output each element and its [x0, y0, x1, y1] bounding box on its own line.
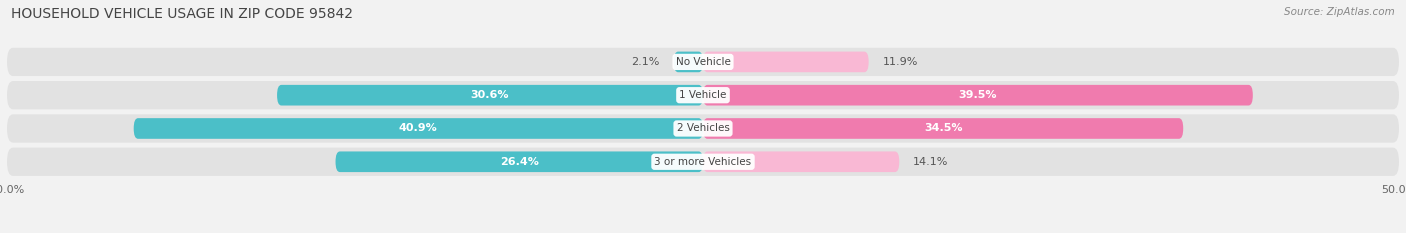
FancyBboxPatch shape [703, 85, 1253, 106]
Text: 30.6%: 30.6% [471, 90, 509, 100]
Text: HOUSEHOLD VEHICLE USAGE IN ZIP CODE 95842: HOUSEHOLD VEHICLE USAGE IN ZIP CODE 9584… [11, 7, 353, 21]
Text: 2.1%: 2.1% [631, 57, 659, 67]
FancyBboxPatch shape [673, 51, 703, 72]
FancyBboxPatch shape [277, 85, 703, 106]
FancyBboxPatch shape [703, 118, 1184, 139]
Text: 1 Vehicle: 1 Vehicle [679, 90, 727, 100]
FancyBboxPatch shape [336, 151, 703, 172]
Text: 14.1%: 14.1% [912, 157, 949, 167]
Text: No Vehicle: No Vehicle [675, 57, 731, 67]
FancyBboxPatch shape [7, 81, 1399, 109]
FancyBboxPatch shape [134, 118, 703, 139]
Text: Source: ZipAtlas.com: Source: ZipAtlas.com [1284, 7, 1395, 17]
FancyBboxPatch shape [7, 48, 1399, 76]
Text: 26.4%: 26.4% [499, 157, 538, 167]
Text: 39.5%: 39.5% [959, 90, 997, 100]
Text: 34.5%: 34.5% [924, 123, 962, 134]
Text: 11.9%: 11.9% [883, 57, 918, 67]
FancyBboxPatch shape [703, 51, 869, 72]
Text: 3 or more Vehicles: 3 or more Vehicles [654, 157, 752, 167]
Text: 40.9%: 40.9% [399, 123, 437, 134]
FancyBboxPatch shape [7, 148, 1399, 176]
FancyBboxPatch shape [703, 151, 900, 172]
FancyBboxPatch shape [7, 114, 1399, 143]
Text: 2 Vehicles: 2 Vehicles [676, 123, 730, 134]
